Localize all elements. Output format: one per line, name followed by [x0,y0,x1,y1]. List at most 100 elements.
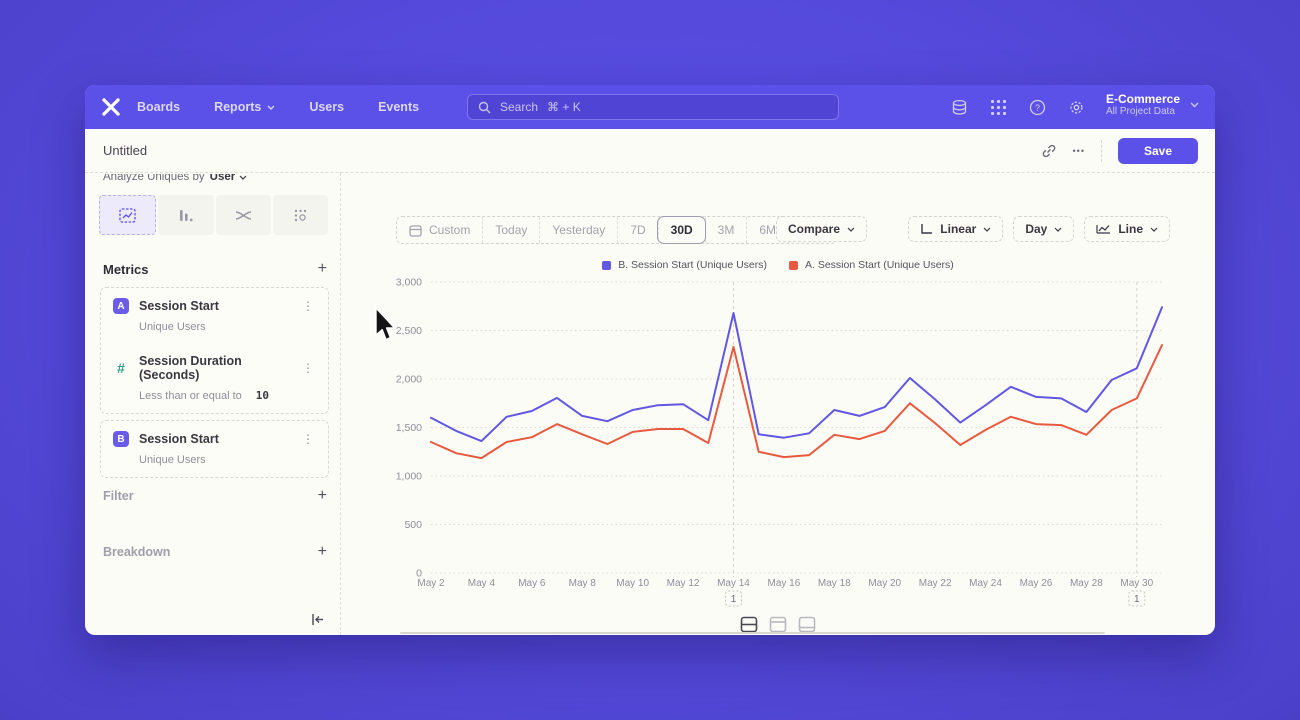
chart-type-dropdown[interactable]: Line [1084,216,1170,242]
nav-item-label: Reports [214,100,262,114]
project-name: E-Commerce [1105,92,1180,106]
series-line-b[interactable] [430,306,1163,443]
logo-glyph [102,98,120,116]
nav-item-reports[interactable]: Reports [214,100,275,114]
y-tick-label: 1,500 [396,422,422,434]
horizontal-scrollbar[interactable] [400,632,1105,634]
nav-item-users[interactable]: Users [309,100,344,114]
scale-label: Linear [940,222,977,236]
x-tick-label: May 30 [1120,578,1153,589]
range-label: 3M [717,223,735,237]
x-tick-label: May 20 [868,578,901,589]
range-yesterday[interactable]: Yesterday [539,217,617,243]
section-breakdown: Breakdown + [103,544,327,560]
nav-icon-group: ? [951,99,1085,116]
x-tick-label: May 24 [969,578,1002,589]
nav-item-events[interactable]: Events [378,100,419,114]
interval-dropdown[interactable]: Day [1013,216,1075,242]
apps-grid-icon[interactable] [990,99,1007,116]
layout-toggle-group [341,616,1215,633]
metric-filter-value: 10 [255,389,269,402]
kebab-menu-icon[interactable]: ⋮ [302,361,314,375]
metric-subtitle-text: Less than or equal to [139,389,242,402]
annotation-badge[interactable] [724,590,742,607]
y-tick-label: 500 [404,519,422,531]
nav-item-boards[interactable]: Boards [137,100,180,114]
metric-row[interactable]: A Session Start ⋮ Unique Users [101,288,328,344]
section-label: Filter [103,489,134,503]
annotation-badge[interactable] [1128,590,1146,607]
y-tick-label: 0 [416,568,422,580]
add-filter-button[interactable]: + [317,487,327,504]
mixpanel-logo[interactable] [100,96,122,118]
chart-type-label: Line [1118,222,1143,236]
collapse-sidebar-icon[interactable] [309,611,326,628]
layout-split-icon[interactable] [740,616,758,633]
x-tick-label: May 18 [818,578,851,589]
metric-row[interactable]: # Session Duration (Seconds) ⋮ Less than or… [101,344,328,413]
range-custom[interactable]: Custom [397,217,482,243]
share-link-icon[interactable] [1041,143,1057,159]
kebab-menu-icon[interactable]: ⋮ [302,299,314,313]
x-tick-label: May 6 [518,578,546,589]
x-tick-label: May 2 [417,578,445,589]
data-management-icon[interactable] [951,99,968,116]
y-tick-label: 1,000 [396,471,422,483]
save-button[interactable]: Save [1117,138,1198,164]
x-tick-label: May 12 [667,578,700,589]
scale-dropdown[interactable]: Linear [908,216,1004,242]
legend-swatch [789,260,798,270]
chevron-down-icon [1190,102,1199,108]
legend-label: A. Session Start (Unique Users) [805,259,954,271]
layout-top-icon[interactable] [769,616,787,633]
divider [1100,140,1102,162]
range-label: Today [495,223,528,237]
chevron-down-icon [239,175,247,180]
range-label: 7D [630,223,646,237]
legend-item[interactable]: A. Session Start (Unique Users) [789,259,954,271]
add-breakdown-button[interactable]: + [317,543,327,560]
range-today[interactable]: Today [482,217,539,243]
project-switcher[interactable]: E-Commerce All Project Data [1106,92,1199,118]
tab-insights-flow[interactable] [215,195,271,235]
tab-insights-line[interactable] [99,195,157,235]
settings-gear-icon[interactable] [1068,99,1085,116]
calendar-icon [409,224,422,237]
metric-row[interactable]: B Session Start ⋮ Unique Users [101,421,328,477]
range-7d[interactable]: 7D [617,217,657,243]
search-placeholder: Search [500,100,539,114]
x-tick-label: May 22 [919,578,952,589]
tab-insights-metric[interactable] [272,195,328,235]
metric-subtitle: Unique Users [139,321,317,333]
line-chart-icon [1096,225,1111,234]
top-navbar: Boards Reports Users Events Search ⌘ + K [85,85,1215,129]
date-range-selector: CustomTodayYesterday7D30D3M6M12M [396,216,838,244]
metrics-title: Metrics [103,261,149,277]
chevron-down-icon [847,227,855,232]
metric-subtitle-text: Unique Users [139,321,206,333]
project-info: E-Commerce All Project Data [1106,92,1180,118]
legend-item[interactable]: B. Session Start (Unique Users) [602,259,767,271]
help-icon[interactable]: ? [1029,99,1046,116]
range-6m[interactable]: 6M [746,217,788,243]
range-30d[interactable]: 30D [657,217,705,243]
tab-insights-bar[interactable] [158,195,214,235]
series-line-a[interactable] [430,344,1163,460]
chart-legend: B. Session Start (Unique Users) A. Sessio… [341,259,1215,271]
layout-bottom-icon[interactable] [798,616,816,633]
search-input[interactable]: Search ⌘ + K [467,94,839,120]
more-options-icon[interactable]: ••• [1072,146,1085,156]
range-label: Custom [429,223,471,237]
add-metric-button[interactable]: + [317,260,327,277]
report-titlebar: Untitled ••• Save [85,129,1215,173]
app-window: Boards Reports Users Events Search ⌘ + K [85,85,1215,635]
compare-button[interactable]: Compare [776,216,868,242]
range-3m[interactable]: 3M [704,217,747,243]
x-tick-label: May 16 [767,578,800,589]
metrics-header: Metrics + [103,261,327,277]
page-title[interactable]: Untitled [103,143,148,158]
svg-text:?: ? [1035,103,1040,113]
kebab-menu-icon[interactable]: ⋮ [302,432,314,446]
analyze-value-dropdown[interactable]: User [210,174,248,183]
